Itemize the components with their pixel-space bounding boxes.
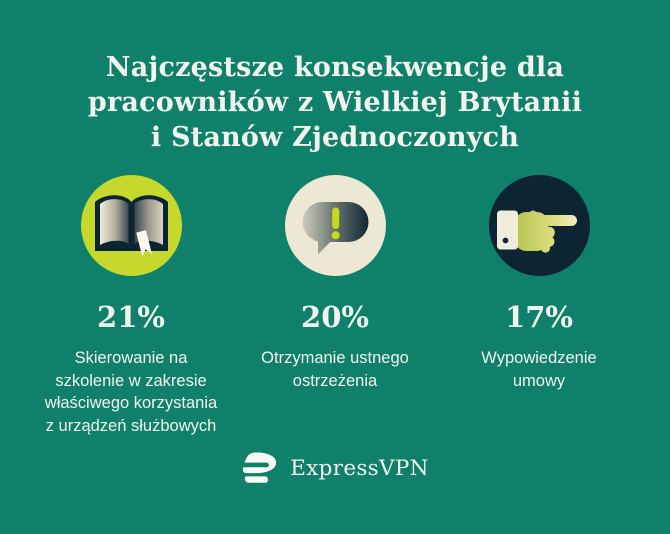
open-book-icon xyxy=(80,175,182,276)
stat-percent: 21% xyxy=(97,300,165,334)
expressvpn-logo-icon xyxy=(242,452,277,483)
stat-column-verbal-warning: 20% Otrzymanie ustnego ostrzeżenia xyxy=(233,175,437,437)
page-title: Najczęstsze konsekwencje dla pracowników… xyxy=(87,52,583,153)
stat-label: Otrzymanie ustnego ostrzeżenia xyxy=(261,349,409,390)
stat-percent: 20% xyxy=(301,300,369,334)
speech-bubble-exclamation-icon xyxy=(284,175,386,276)
stat-label: Skierowanie na szkolenie w zakresie właś… xyxy=(44,349,218,435)
brand-footer: ExpressVPN xyxy=(0,451,670,485)
stat-label: Wypowiedzenie umowy xyxy=(481,349,597,390)
stat-column-termination: 17% Wypowiedzenie umowy xyxy=(437,175,641,437)
stats-row: 21% Skierowanie na szkolenie w zakresie … xyxy=(0,175,670,437)
pointing-hand-icon xyxy=(488,175,590,276)
brand-name: ExpressVPN xyxy=(290,455,429,481)
stat-percent: 17% xyxy=(505,300,573,334)
stat-column-training: 21% Skierowanie na szkolenie w zakresie … xyxy=(29,175,233,437)
